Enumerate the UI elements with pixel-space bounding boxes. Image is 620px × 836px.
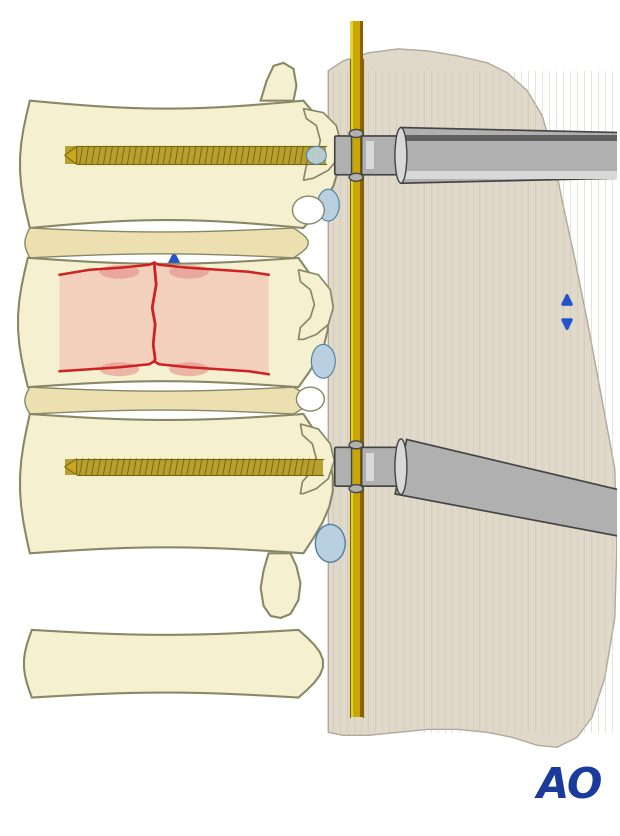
Bar <box>350 22 363 717</box>
Ellipse shape <box>395 440 407 495</box>
Bar <box>360 22 363 717</box>
Polygon shape <box>260 64 296 101</box>
Polygon shape <box>260 553 301 618</box>
Ellipse shape <box>293 197 324 225</box>
Ellipse shape <box>395 129 407 184</box>
Ellipse shape <box>316 525 345 563</box>
Ellipse shape <box>169 266 209 279</box>
Bar <box>401 172 620 180</box>
Ellipse shape <box>169 363 209 377</box>
Ellipse shape <box>317 190 339 222</box>
Ellipse shape <box>99 266 140 279</box>
Bar <box>64 459 323 475</box>
Ellipse shape <box>311 345 335 379</box>
Polygon shape <box>20 101 338 229</box>
FancyBboxPatch shape <box>335 448 352 487</box>
Polygon shape <box>64 147 77 166</box>
Polygon shape <box>395 440 620 543</box>
Polygon shape <box>64 459 77 475</box>
Ellipse shape <box>349 485 363 493</box>
Ellipse shape <box>296 388 324 411</box>
FancyBboxPatch shape <box>361 448 402 487</box>
Polygon shape <box>303 110 340 181</box>
Ellipse shape <box>349 130 363 138</box>
FancyBboxPatch shape <box>335 137 352 176</box>
Polygon shape <box>24 630 323 698</box>
Ellipse shape <box>349 174 363 182</box>
Polygon shape <box>20 415 333 553</box>
Ellipse shape <box>349 441 363 449</box>
Polygon shape <box>60 263 268 375</box>
Bar <box>350 22 353 717</box>
Ellipse shape <box>306 147 326 166</box>
Polygon shape <box>301 425 334 494</box>
Polygon shape <box>298 271 334 340</box>
Polygon shape <box>328 50 617 747</box>
Bar <box>366 453 374 481</box>
Bar <box>64 147 326 166</box>
Bar <box>366 142 374 170</box>
Text: AO: AO <box>537 764 603 806</box>
FancyBboxPatch shape <box>361 137 402 176</box>
Polygon shape <box>401 129 620 184</box>
Bar <box>401 136 620 142</box>
Ellipse shape <box>99 363 140 377</box>
Polygon shape <box>25 229 308 258</box>
Polygon shape <box>18 258 328 388</box>
Polygon shape <box>25 388 308 415</box>
